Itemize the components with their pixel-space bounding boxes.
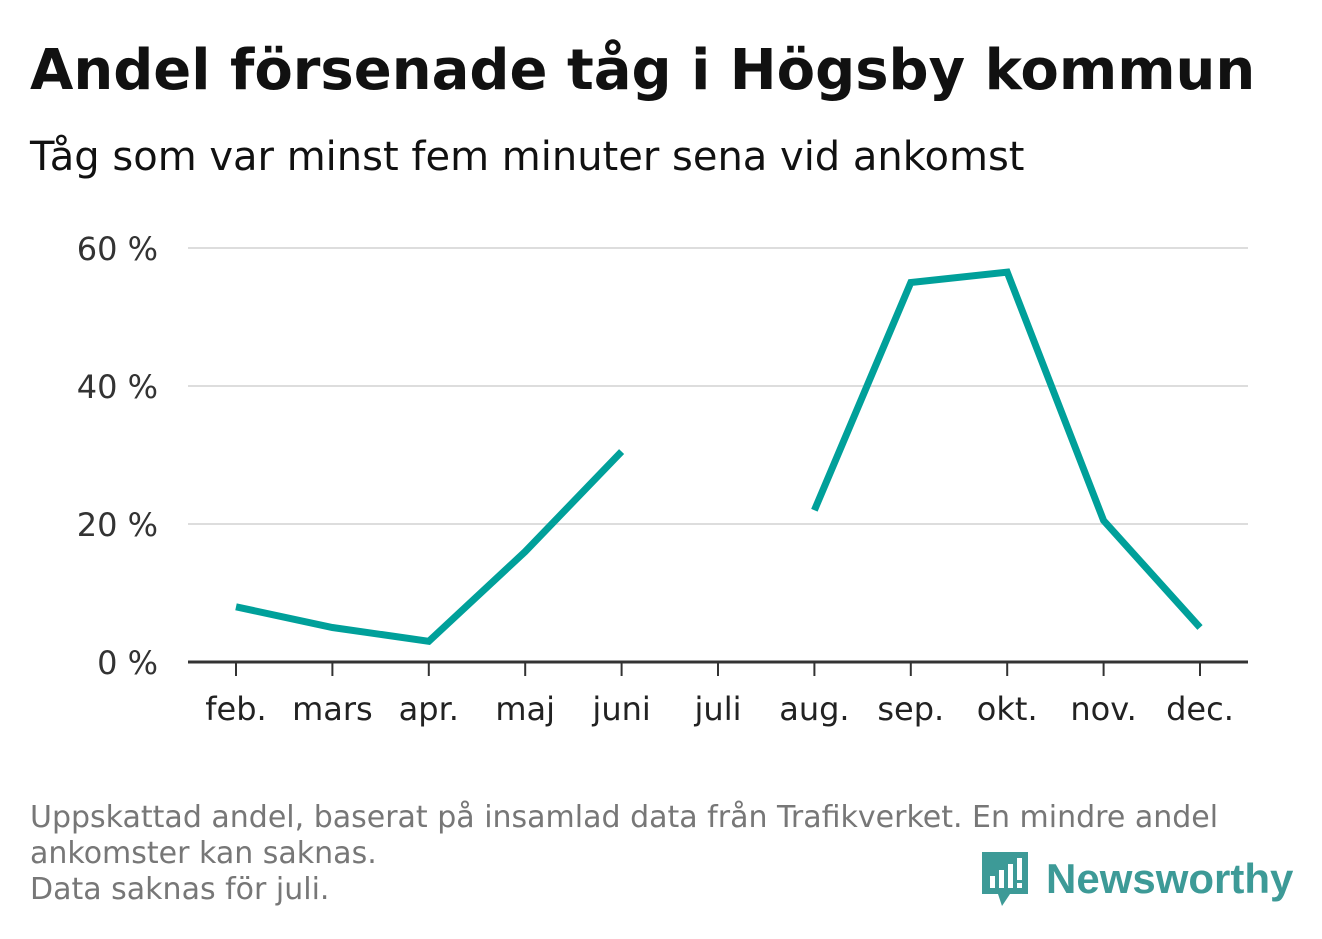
x-tick-label: mars: [292, 690, 373, 728]
chart-subtitle: Tåg som var minst fem minuter sena vid a…: [30, 134, 1025, 180]
brand-logo: Newsworthy: [980, 850, 1293, 908]
footer-line-3: Data saknas för juli.: [30, 872, 330, 907]
x-tick-label: feb.: [205, 690, 266, 728]
x-tick-label: sep.: [877, 690, 944, 728]
x-tick-label: aug.: [779, 690, 849, 728]
series-line-segment: [811, 268, 1203, 630]
line-chart: 0 % 20 % 40 % 60 % feb. mars apr. maj juni juli a…: [77, 230, 1248, 728]
x-axis: feb. mars apr. maj juni juli aug. sep. okt. nov. d…: [188, 660, 1248, 728]
grid-lines: [188, 247, 1248, 525]
y-tick-label: 20 %: [77, 506, 158, 544]
y-tick-label: 0 %: [97, 644, 158, 682]
series-lines: [235, 268, 1203, 646]
x-tick-label: nov.: [1070, 690, 1136, 728]
newsworthy-logo-icon: [982, 852, 1028, 906]
y-tick-label: 60 %: [77, 230, 158, 268]
x-tick-label: apr.: [399, 690, 459, 728]
brand-name: Newsworthy: [1046, 855, 1294, 902]
footer-line-1: Uppskattad andel, baserat på insamlad da…: [30, 800, 1219, 835]
x-tick-label: juni: [591, 690, 650, 728]
x-tick-label: juli: [694, 690, 742, 728]
y-tick-label: 40 %: [77, 368, 158, 406]
footer-note: Uppskattad andel, baserat på insamlad da…: [30, 800, 1280, 908]
footer-line-2: ankomster kan saknas.: [30, 836, 377, 871]
x-tick-label: okt.: [977, 690, 1038, 728]
x-tick-label: maj: [495, 690, 555, 728]
series-line-segment: [235, 449, 625, 646]
chart-title: Andel försenade tåg i Högsby kommun: [30, 38, 1256, 103]
x-tick-label: dec.: [1166, 690, 1234, 728]
y-tick-labels: 0 % 20 % 40 % 60 %: [77, 230, 158, 682]
